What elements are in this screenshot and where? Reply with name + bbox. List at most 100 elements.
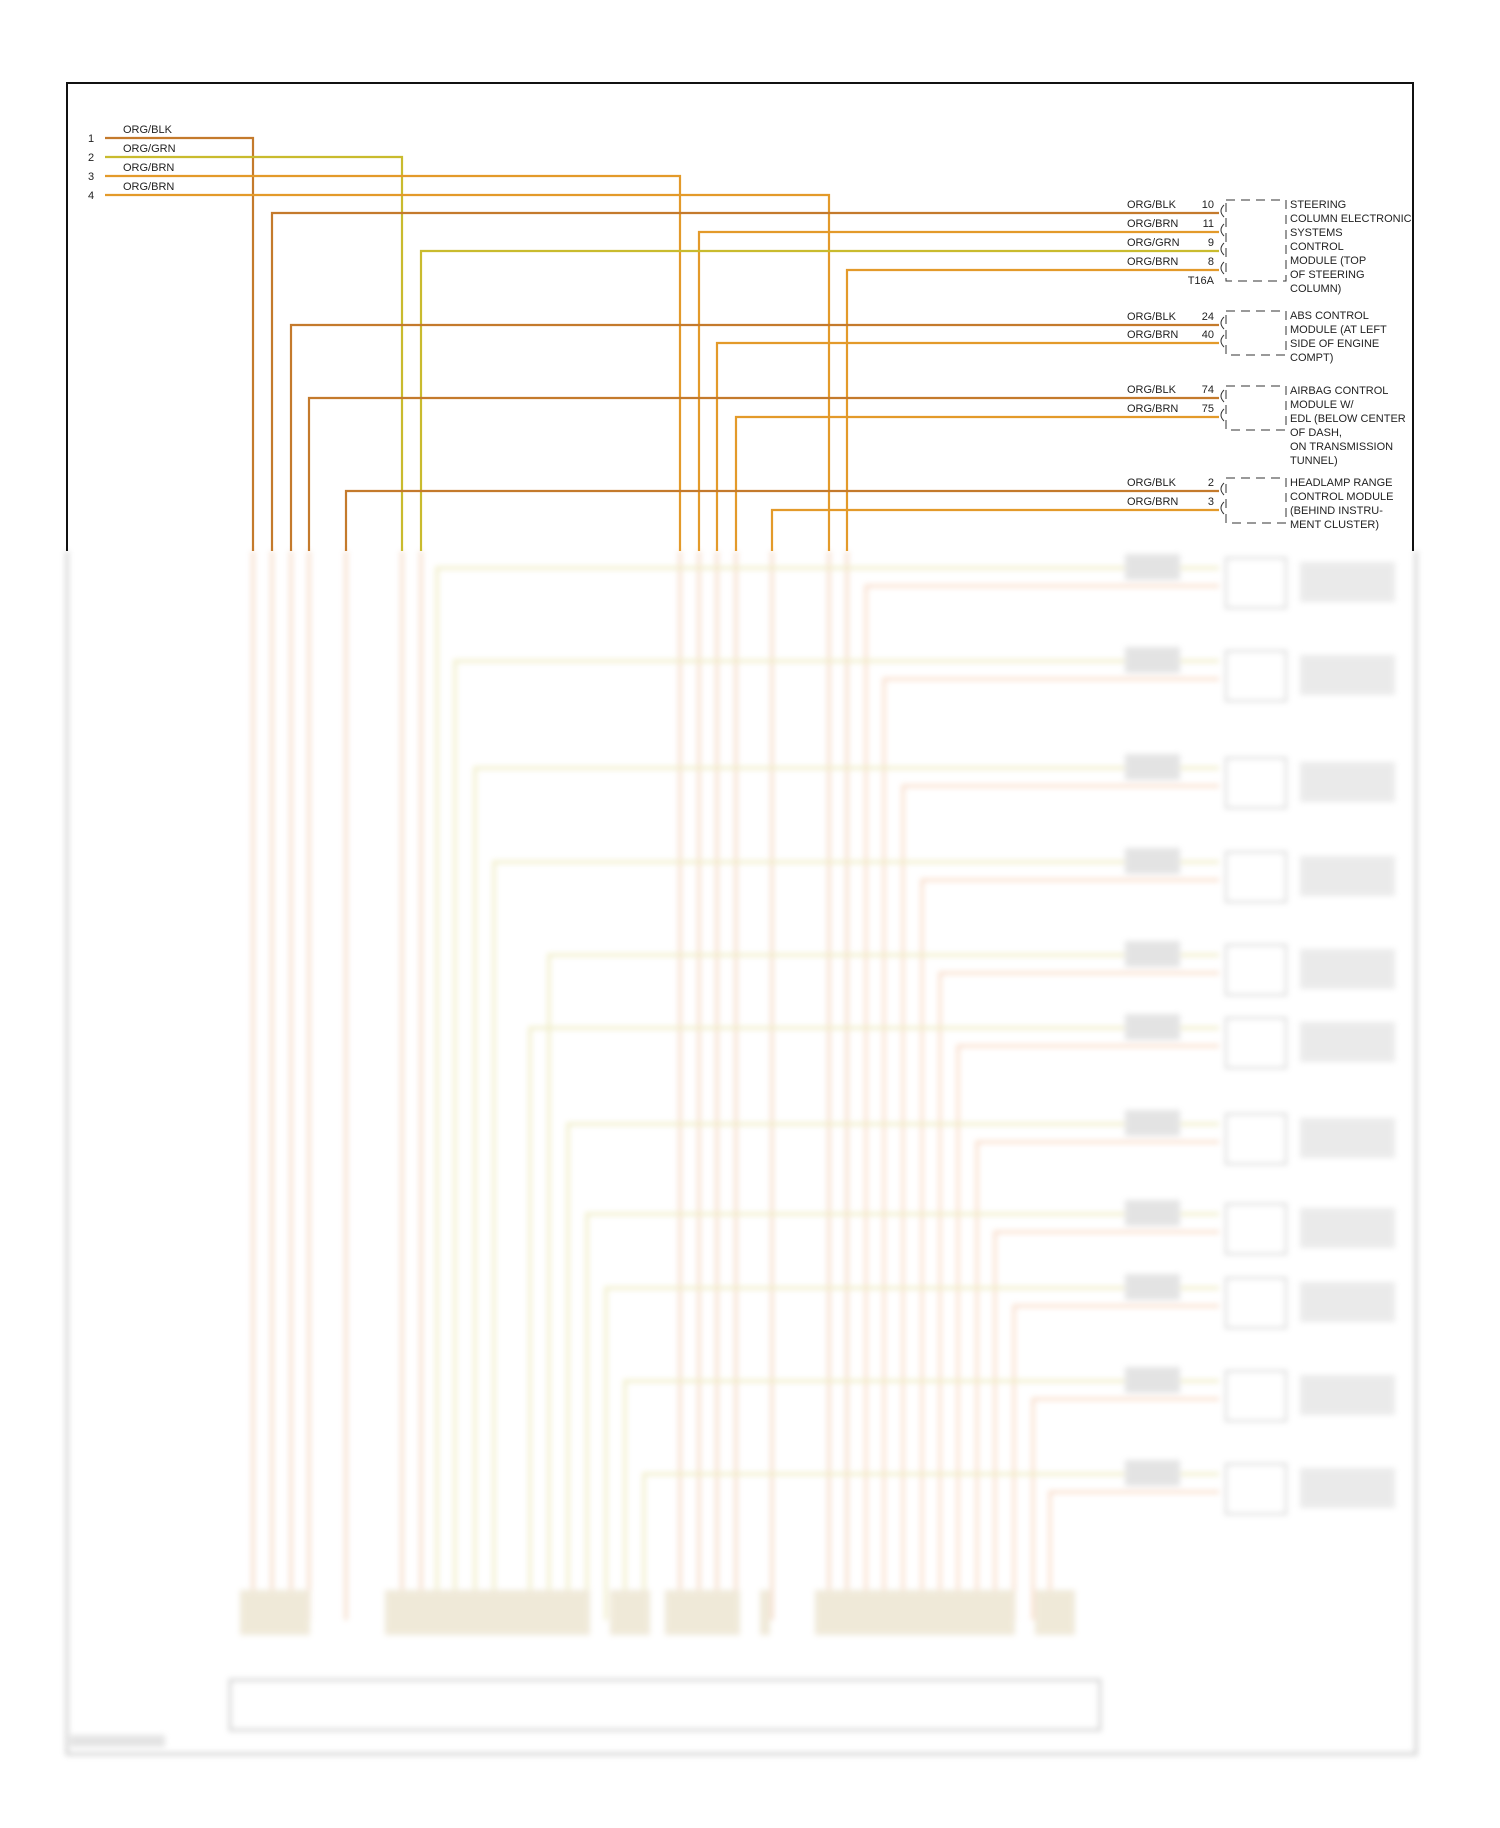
module-name-line: CONTROL MODULE	[1290, 491, 1394, 503]
wire-color-label: ORG/BLK	[1127, 199, 1177, 211]
blurred-wire	[473, 766, 1219, 1620]
wire-color-label: ORG/BLK	[1127, 311, 1177, 323]
module-wire	[307, 396, 1219, 551]
connector-terminal-icon	[1220, 501, 1225, 515]
blurred-wire-label	[1125, 1367, 1180, 1393]
blurred-wire	[528, 1026, 1219, 1620]
module-name-line: COLUMN)	[1290, 283, 1341, 295]
connector-terminal-icon	[1220, 408, 1225, 422]
module-name-line: ON TRANSMISSION	[1290, 441, 1393, 453]
module-name-line: COLUMN ELECTRONIC	[1290, 213, 1412, 225]
pin-number: 74	[1202, 384, 1214, 396]
blurred-footer-text	[70, 1735, 165, 1747]
pin-number: 2	[1208, 477, 1214, 489]
blurred-module-box	[1225, 1203, 1287, 1255]
pin-number: 3	[1208, 496, 1214, 508]
module-box	[1225, 199, 1287, 282]
blurred-wire-label	[1125, 941, 1180, 967]
wire-color-label: ORG/GRN	[123, 143, 176, 155]
pin-number: 24	[1202, 311, 1214, 323]
input-pin-number: 4	[88, 190, 94, 202]
blurred-module-text	[1300, 1282, 1395, 1322]
blurred-wire	[956, 1044, 1219, 1620]
blurred-wire	[938, 971, 1219, 1620]
wire-color-label: ORG/BRN	[1127, 218, 1178, 230]
pin-number: 8	[1208, 256, 1214, 268]
module-wire	[270, 211, 1219, 551]
blurred-module-box	[1225, 851, 1287, 903]
module-name-line: (BEHIND INSTRU-	[1290, 505, 1383, 517]
module-wire	[289, 323, 1219, 551]
module-name-line: SIDE OF ENGINE	[1290, 338, 1379, 350]
blurred-wire-label	[1125, 1014, 1180, 1040]
blurred-wire	[604, 1286, 1219, 1620]
module-wire	[770, 508, 1219, 551]
input-wire	[105, 174, 682, 551]
connector-id: T16A	[1188, 275, 1215, 287]
module-name-line: ABS CONTROL	[1290, 310, 1369, 322]
module-name-line: MODULE (AT LEFT	[1290, 324, 1387, 336]
module-name-line: MODULE (TOP	[1290, 255, 1366, 267]
blurred-wire	[492, 860, 1219, 1620]
blurred-wire	[585, 1212, 1219, 1620]
input-pin-number: 3	[88, 171, 94, 183]
blurred-wire	[1012, 1304, 1219, 1620]
wire-color-label: ORG/BRN	[123, 162, 174, 174]
connector-terminal-icon	[1220, 261, 1225, 275]
wire-color-label: ORG/BLK	[1127, 384, 1177, 396]
wire-color-label: ORG/BRN	[1127, 496, 1178, 508]
module-name-line: EDL (BELOW CENTER	[1290, 413, 1406, 425]
blurred-module-text	[1300, 1022, 1395, 1062]
wire-color-label: ORG/BRN	[1127, 329, 1178, 341]
blurred-connector	[240, 1590, 310, 1635]
input-pin-number: 2	[88, 152, 94, 164]
connector-terminal-icon	[1220, 223, 1225, 237]
blurred-module-box	[1225, 557, 1287, 609]
blurred-wire-label	[1125, 647, 1180, 673]
input-wire	[105, 155, 404, 551]
blurred-module-box	[1225, 944, 1287, 996]
module-box	[1225, 310, 1287, 356]
module-name-line: AIRBAG CONTROL	[1290, 385, 1388, 397]
frame-line	[65, 551, 1418, 1756]
module-name-line: CONTROL	[1290, 241, 1344, 253]
connector-terminal-icon	[1220, 316, 1225, 330]
connector-terminal-icon	[1220, 204, 1225, 218]
blurred-connector	[385, 1590, 590, 1635]
module-name-line: MENT CLUSTER)	[1290, 519, 1379, 531]
blurred-module-box	[1225, 1370, 1287, 1422]
blurred-wire	[1031, 1397, 1219, 1620]
blurred-wire	[547, 953, 1219, 1620]
blurred-module-text	[1300, 1375, 1395, 1415]
wire-color-label: ORG/BRN	[123, 181, 174, 193]
module-name-line: MODULE W/	[1290, 399, 1355, 411]
pin-number: 10	[1202, 199, 1214, 211]
blurred-connector	[760, 1590, 770, 1635]
blurred-module-text	[1300, 1118, 1395, 1158]
input-wire	[105, 136, 255, 551]
blurred-module-box	[1225, 650, 1287, 702]
blurred-wire	[864, 584, 1219, 1620]
blurred-module-box	[1225, 757, 1287, 809]
blurred-wire-label	[1125, 1200, 1180, 1226]
blurred-wire-label	[1125, 1110, 1180, 1136]
pin-number: 40	[1202, 329, 1214, 341]
wire-color-label: ORG/BRN	[1127, 256, 1178, 268]
blurred-module-text	[1300, 762, 1395, 802]
blurred-wire	[435, 566, 1219, 1620]
wire-color-label: ORG/BLK	[1127, 477, 1177, 489]
blurred-module-text	[1300, 1208, 1395, 1248]
diagram-border	[66, 82, 1414, 551]
input-pin-number: 1	[88, 133, 94, 145]
module-wire	[715, 341, 1219, 551]
connector-terminal-icon	[1220, 334, 1225, 348]
blurred-wire-label	[1125, 1460, 1180, 1486]
blurred-module-box	[1225, 1017, 1287, 1069]
module-wire	[697, 230, 1219, 551]
module-name-line: OF DASH,	[1290, 427, 1342, 439]
connector-terminal-icon	[1220, 482, 1225, 496]
blurred-wire	[623, 1379, 1219, 1620]
blurred-connector	[1035, 1590, 1075, 1635]
wire-color-label: ORG/GRN	[1127, 237, 1180, 249]
